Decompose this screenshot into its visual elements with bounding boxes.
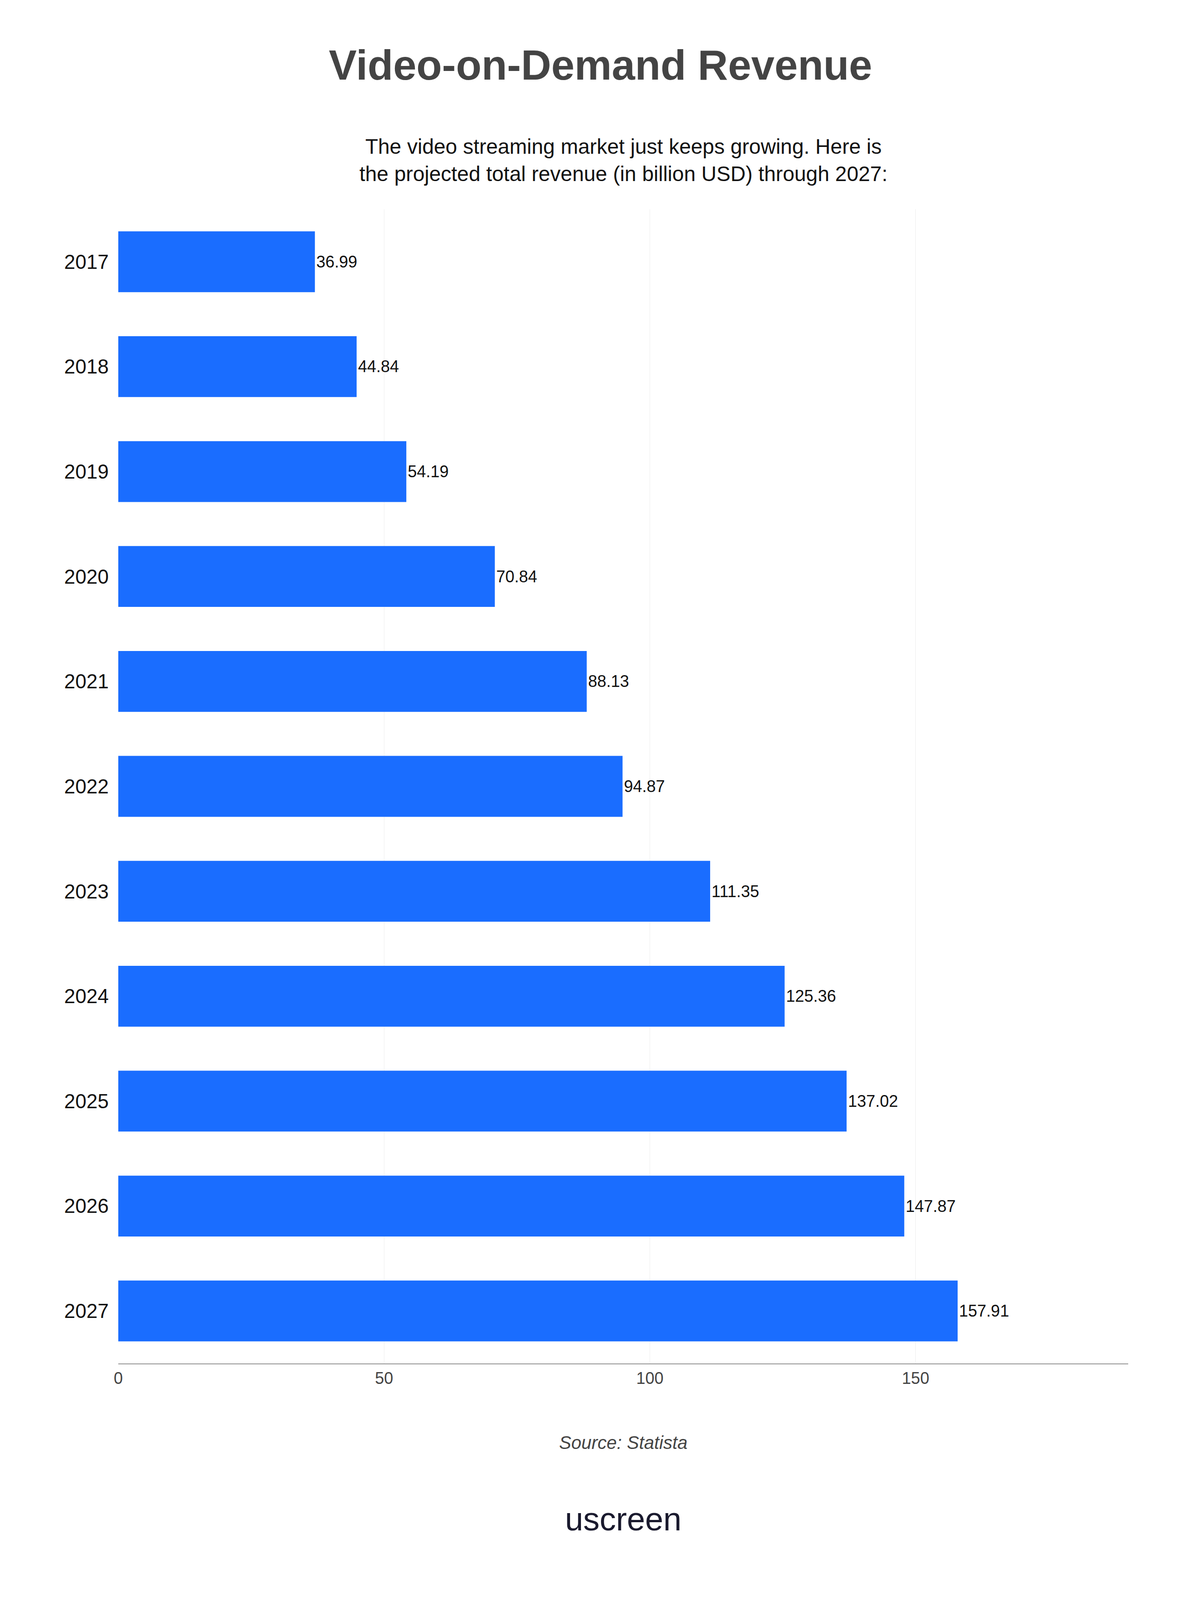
svg-text:44.84: 44.84 <box>358 357 399 376</box>
svg-text:137.02: 137.02 <box>847 1091 899 1111</box>
svg-text:157.91: 157.91 <box>958 1301 1010 1321</box>
svg-text:2017: 2017 <box>64 250 109 273</box>
svg-text:100: 100 <box>635 1368 664 1388</box>
svg-text:88.13: 88.13 <box>588 671 630 691</box>
svg-text:150: 150 <box>902 1368 930 1388</box>
svg-text:70.84: 70.84 <box>496 567 538 586</box>
svg-text:2027: 2027 <box>64 1299 109 1323</box>
svg-text:94.87: 94.87 <box>623 777 665 796</box>
svg-text:54.19: 54.19 <box>407 462 449 481</box>
svg-text:2025: 2025 <box>64 1089 109 1113</box>
svg-text:Source: Statista: Source: Statista <box>559 1432 688 1453</box>
svg-text:50: 50 <box>374 1368 394 1388</box>
svg-text:0: 0 <box>113 1368 123 1388</box>
svg-text:147.87: 147.87 <box>905 1196 956 1216</box>
svg-text:uscreen: uscreen <box>565 1500 682 1538</box>
svg-text:The video streaming market jus: The video streaming market just keeps gr… <box>359 134 888 186</box>
svg-text:2024: 2024 <box>64 984 109 1008</box>
svg-text:36.99: 36.99 <box>316 252 358 272</box>
svg-text:2019: 2019 <box>64 460 109 483</box>
svg-text:2026: 2026 <box>64 1194 109 1217</box>
svg-text:2018: 2018 <box>64 355 109 378</box>
svg-text:2020: 2020 <box>64 565 109 588</box>
svg-text:2022: 2022 <box>64 775 109 798</box>
svg-text:2021: 2021 <box>64 670 109 693</box>
svg-text:111.35: 111.35 <box>711 882 760 901</box>
svg-text:125.36: 125.36 <box>786 986 837 1006</box>
svg-text:Video-on-Demand Revenue: Video-on-Demand Revenue <box>328 41 873 89</box>
svg-text:2023: 2023 <box>64 880 109 903</box>
